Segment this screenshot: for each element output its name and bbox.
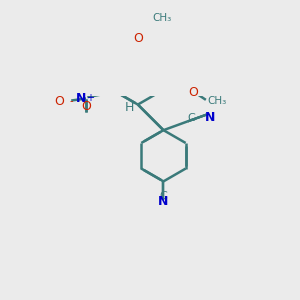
Text: H: H [124,101,134,114]
Text: C: C [160,191,167,201]
Text: O: O [188,86,198,99]
Text: N: N [76,92,86,105]
Text: O: O [55,95,64,108]
Text: C: C [188,113,195,123]
Text: CH₃: CH₃ [153,13,172,22]
Text: -: - [70,96,73,106]
Text: +: + [86,92,94,103]
Text: O: O [134,32,143,45]
Text: CH₃: CH₃ [207,95,226,106]
Text: N: N [158,195,169,208]
Text: N: N [205,111,215,124]
Text: O: O [81,100,91,113]
